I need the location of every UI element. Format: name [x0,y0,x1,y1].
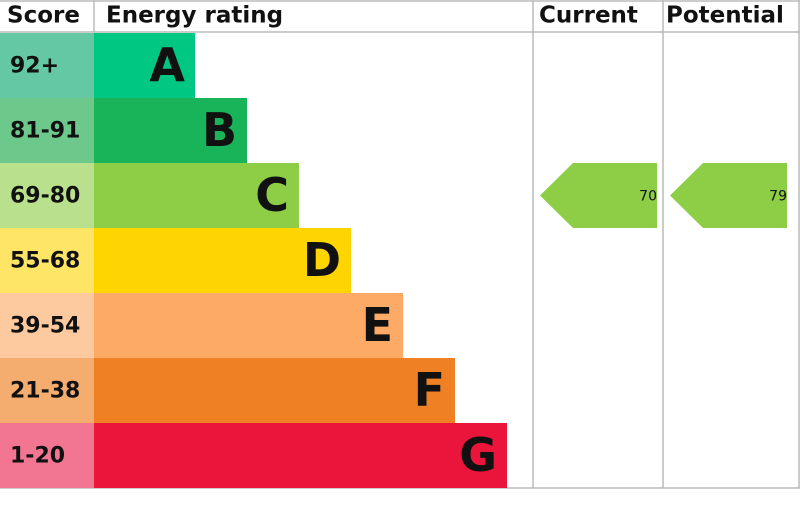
rating-value: 70 [639,189,657,205]
rating-bar [94,98,247,163]
rating-bar [94,358,455,423]
rating-bar [94,228,351,293]
score-range: 21-38 [10,379,80,404]
header-current: Current [539,3,638,29]
rating-arrow [540,163,657,228]
rating-letter: E [362,298,393,352]
rating-bar [94,423,507,488]
score-range: 1-20 [10,444,65,469]
rating-bar [94,163,299,228]
score-cell [0,33,94,98]
score-range: 39-54 [10,314,80,339]
score-cell [0,228,94,293]
score-range: 69-80 [10,184,80,209]
rating-letter: G [459,428,497,482]
header-potential: Potential [666,3,784,29]
rating-value: 79 [769,189,787,205]
score-cell [0,163,94,228]
rating-letter: A [149,38,185,92]
rating-bar [94,293,403,358]
rating-letter: F [414,363,445,417]
score-cell [0,423,94,488]
rating-arrow [670,163,787,228]
score-range: 81-91 [10,119,80,144]
rating-letter: B [202,103,237,157]
score-range: 92+ [10,54,59,79]
score-range: 55-68 [10,249,80,274]
rating-bar [94,33,195,98]
header-rating: Energy rating [106,3,283,29]
score-cell [0,358,94,423]
header-score: Score [7,3,80,29]
score-cell [0,98,94,163]
rating-letter: C [255,168,289,222]
score-cell [0,293,94,358]
rating-letter: D [303,233,341,287]
